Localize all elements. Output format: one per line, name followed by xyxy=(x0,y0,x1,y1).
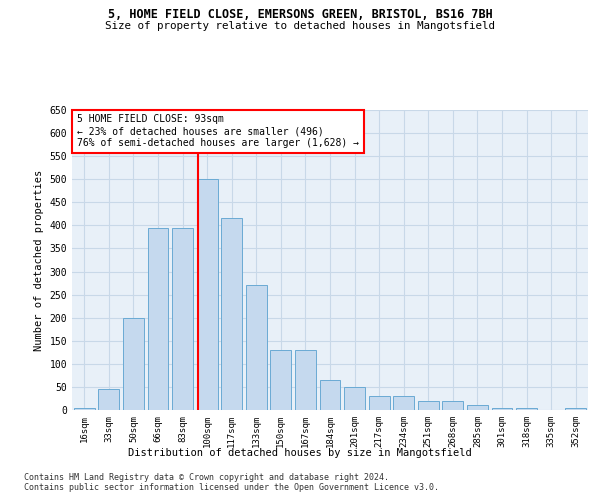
Bar xyxy=(197,179,218,410)
Bar xyxy=(491,408,512,410)
Bar xyxy=(393,396,414,410)
Bar xyxy=(418,401,439,410)
Text: Contains public sector information licensed under the Open Government Licence v3: Contains public sector information licen… xyxy=(24,484,439,492)
Bar xyxy=(123,318,144,410)
Bar xyxy=(442,401,463,410)
Bar xyxy=(172,228,193,410)
Text: 5 HOME FIELD CLOSE: 93sqm
← 23% of detached houses are smaller (496)
76% of semi: 5 HOME FIELD CLOSE: 93sqm ← 23% of detac… xyxy=(77,114,359,148)
Bar xyxy=(320,380,340,410)
Bar xyxy=(98,389,119,410)
Bar xyxy=(516,408,537,410)
Text: Size of property relative to detached houses in Mangotsfield: Size of property relative to detached ho… xyxy=(105,21,495,31)
Bar xyxy=(221,218,242,410)
Text: Contains HM Land Registry data © Crown copyright and database right 2024.: Contains HM Land Registry data © Crown c… xyxy=(24,472,389,482)
Bar xyxy=(246,286,267,410)
Text: Distribution of detached houses by size in Mangotsfield: Distribution of detached houses by size … xyxy=(128,448,472,458)
Bar xyxy=(148,228,169,410)
Y-axis label: Number of detached properties: Number of detached properties xyxy=(34,170,44,350)
Bar xyxy=(368,396,389,410)
Bar xyxy=(565,408,586,410)
Bar xyxy=(271,350,292,410)
Bar xyxy=(467,406,488,410)
Bar xyxy=(74,408,95,410)
Bar xyxy=(295,350,316,410)
Text: 5, HOME FIELD CLOSE, EMERSONS GREEN, BRISTOL, BS16 7BH: 5, HOME FIELD CLOSE, EMERSONS GREEN, BRI… xyxy=(107,8,493,20)
Bar xyxy=(344,387,365,410)
